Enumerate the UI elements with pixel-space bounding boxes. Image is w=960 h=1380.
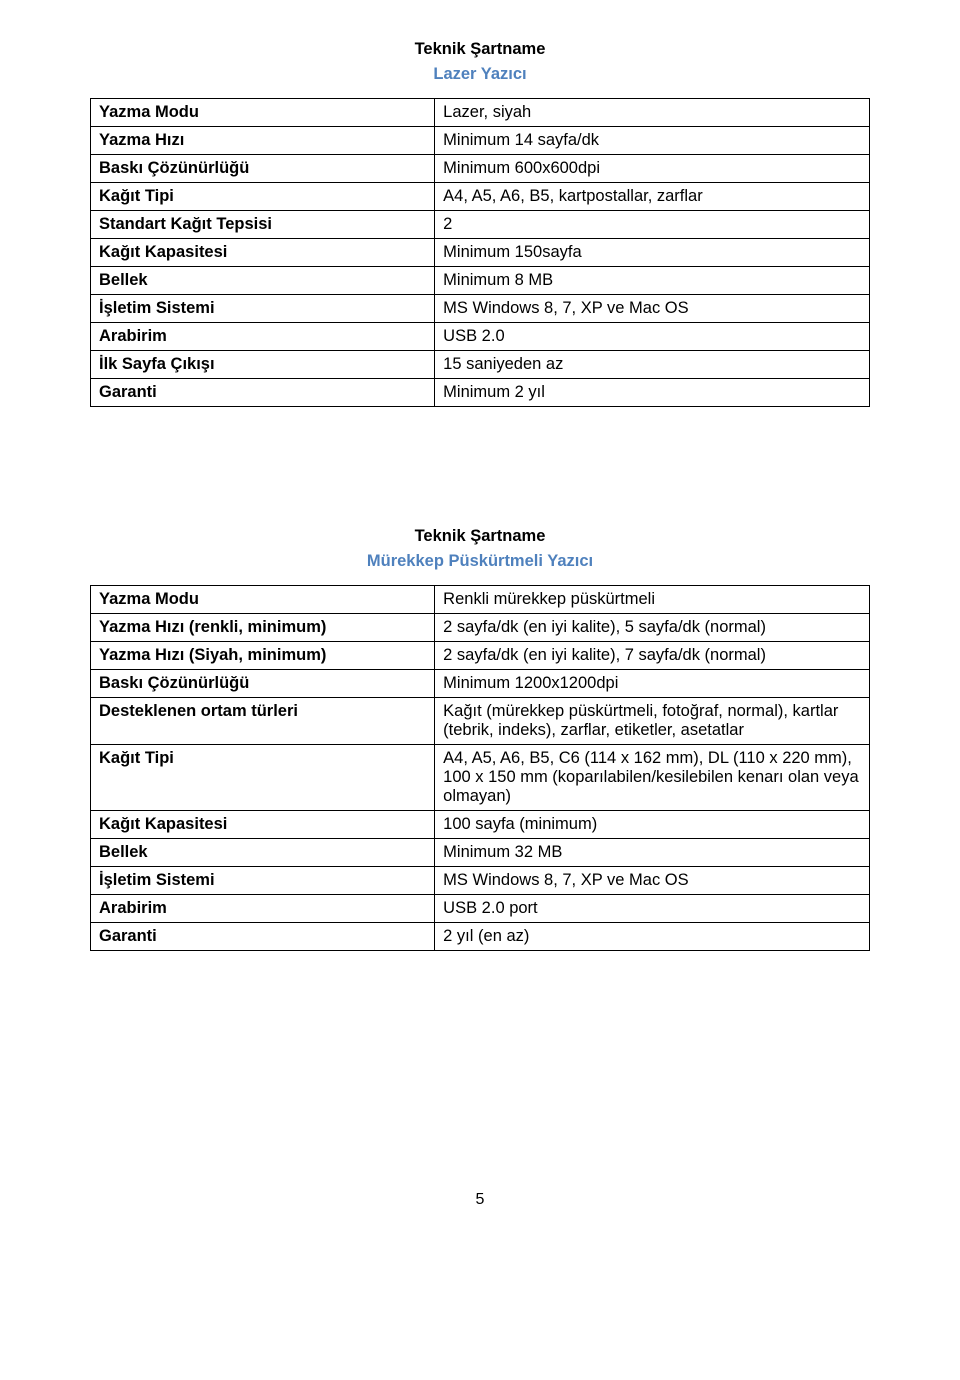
- spec-value: A4, A5, A6, B5, kartpostallar, zarflar: [435, 183, 870, 211]
- table-row: Garanti2 yıl (en az): [91, 923, 870, 951]
- spec-value: MS Windows 8, 7, XP ve Mac OS: [435, 295, 870, 323]
- spec-label: Yazma Modu: [91, 586, 435, 614]
- document-page: Teknik Şartname Lazer Yazıcı Yazma ModuL…: [0, 0, 960, 1249]
- spec-label: Garanti: [91, 379, 435, 407]
- spec-label: Kağıt Kapasitesi: [91, 239, 435, 267]
- spec-value: Renkli mürekkep püskürtmeli: [435, 586, 870, 614]
- table-row: BellekMinimum 32 MB: [91, 839, 870, 867]
- spec-label: Bellek: [91, 839, 435, 867]
- spec-label: Arabirim: [91, 895, 435, 923]
- table-row: İlk Sayfa Çıkışı15 saniyeden az: [91, 351, 870, 379]
- spec-value: USB 2.0: [435, 323, 870, 351]
- page-number: 5: [90, 1191, 870, 1209]
- spec-label: İşletim Sistemi: [91, 867, 435, 895]
- spec-label: Kağıt Tipi: [91, 745, 435, 811]
- spec-table-1: Yazma ModuLazer, siyahYazma HızıMinimum …: [90, 98, 870, 407]
- spec-label: Yazma Hızı (Siyah, minimum): [91, 642, 435, 670]
- table-row: Kağıt Kapasitesi100 sayfa (minimum): [91, 811, 870, 839]
- spec-value: Lazer, siyah: [435, 99, 870, 127]
- spec-value: Minimum 14 sayfa/dk: [435, 127, 870, 155]
- spec-value: Minimum 32 MB: [435, 839, 870, 867]
- spec-value: USB 2.0 port: [435, 895, 870, 923]
- spec-label: Garanti: [91, 923, 435, 951]
- spec-label: Desteklenen ortam türleri: [91, 698, 435, 745]
- table-row: Yazma Hızı (Siyah, minimum)2 sayfa/dk (e…: [91, 642, 870, 670]
- spec-value: Minimum 2 yıl: [435, 379, 870, 407]
- table-row: Yazma ModuRenkli mürekkep püskürtmeli: [91, 586, 870, 614]
- section1-subtitle: Lazer Yazıcı: [90, 65, 870, 84]
- spec-value: 2: [435, 211, 870, 239]
- spec-value: Minimum 1200x1200dpi: [435, 670, 870, 698]
- spec-label: Standart Kağıt Tepsisi: [91, 211, 435, 239]
- spec-value: 2 sayfa/dk (en iyi kalite), 5 sayfa/dk (…: [435, 614, 870, 642]
- spec-label: Kağıt Kapasitesi: [91, 811, 435, 839]
- table-row: İşletim SistemiMS Windows 8, 7, XP ve Ma…: [91, 867, 870, 895]
- spec-value: Kağıt (mürekkep püskürtmeli, fotoğraf, n…: [435, 698, 870, 745]
- table-row: Desteklenen ortam türleriKağıt (mürekkep…: [91, 698, 870, 745]
- table-row: Baskı ÇözünürlüğüMinimum 1200x1200dpi: [91, 670, 870, 698]
- table-row: Yazma Hızı (renkli, minimum)2 sayfa/dk (…: [91, 614, 870, 642]
- spec-value: 2 yıl (en az): [435, 923, 870, 951]
- spec-value: Minimum 150sayfa: [435, 239, 870, 267]
- table-row: ArabirimUSB 2.0: [91, 323, 870, 351]
- table-row: GarantiMinimum 2 yıl: [91, 379, 870, 407]
- spec-label: Arabirim: [91, 323, 435, 351]
- section1-title: Teknik Şartname: [90, 40, 870, 59]
- spec-value: 2 sayfa/dk (en iyi kalite), 7 sayfa/dk (…: [435, 642, 870, 670]
- spec-label: Yazma Hızı (renkli, minimum): [91, 614, 435, 642]
- table-row: Kağıt TipiA4, A5, A6, B5, kartpostallar,…: [91, 183, 870, 211]
- spec-value: MS Windows 8, 7, XP ve Mac OS: [435, 867, 870, 895]
- spec-label: Baskı Çözünürlüğü: [91, 155, 435, 183]
- spec-label: Kağıt Tipi: [91, 183, 435, 211]
- spec-label: İlk Sayfa Çıkışı: [91, 351, 435, 379]
- table-row: Standart Kağıt Tepsisi2: [91, 211, 870, 239]
- spec-label: Yazma Modu: [91, 99, 435, 127]
- spec-label: Bellek: [91, 267, 435, 295]
- spec-value: Minimum 8 MB: [435, 267, 870, 295]
- spec-label: Baskı Çözünürlüğü: [91, 670, 435, 698]
- table-row: Kağıt TipiA4, A5, A6, B5, C6 (114 x 162 …: [91, 745, 870, 811]
- section2-subtitle: Mürekkep Püskürtmeli Yazıcı: [90, 552, 870, 571]
- spec-value: Minimum 600x600dpi: [435, 155, 870, 183]
- spec-label: İşletim Sistemi: [91, 295, 435, 323]
- spec-value: A4, A5, A6, B5, C6 (114 x 162 mm), DL (1…: [435, 745, 870, 811]
- table-row: Yazma HızıMinimum 14 sayfa/dk: [91, 127, 870, 155]
- spec-label: Yazma Hızı: [91, 127, 435, 155]
- table-row: BellekMinimum 8 MB: [91, 267, 870, 295]
- table-row: Yazma ModuLazer, siyah: [91, 99, 870, 127]
- table-row: Kağıt KapasitesiMinimum 150sayfa: [91, 239, 870, 267]
- section-spacer: [90, 407, 870, 527]
- table-row: İşletim SistemiMS Windows 8, 7, XP ve Ma…: [91, 295, 870, 323]
- spec-value: 15 saniyeden az: [435, 351, 870, 379]
- table-row: Baskı ÇözünürlüğüMinimum 600x600dpi: [91, 155, 870, 183]
- spec-table-2: Yazma ModuRenkli mürekkep püskürtmeliYaz…: [90, 585, 870, 951]
- spec-value: 100 sayfa (minimum): [435, 811, 870, 839]
- section2-title: Teknik Şartname: [90, 527, 870, 546]
- table-row: ArabirimUSB 2.0 port: [91, 895, 870, 923]
